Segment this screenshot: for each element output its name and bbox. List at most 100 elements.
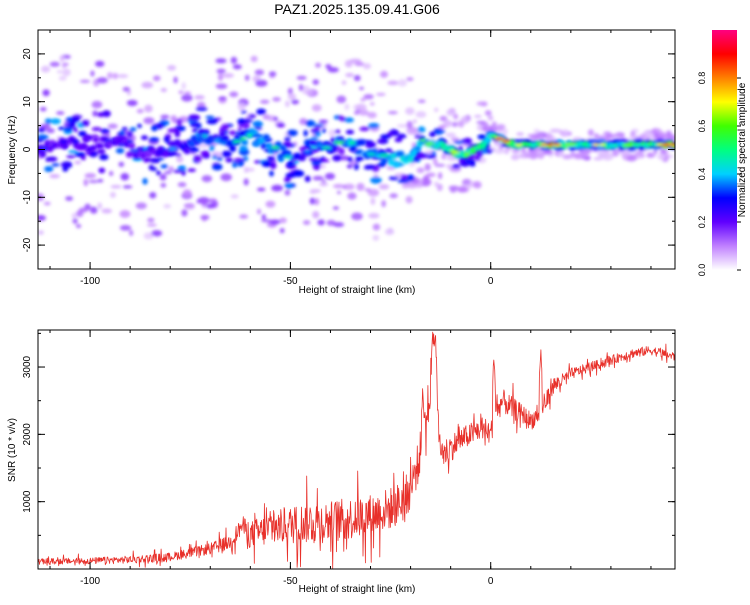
spectrogram-blob	[495, 126, 505, 132]
spectrogram-blob	[248, 114, 256, 119]
spectrogram-blob	[167, 64, 177, 71]
spectrogram-blob	[469, 160, 476, 167]
spectrogram-blob	[308, 157, 320, 162]
spectrogram-ridge-blob	[262, 134, 270, 141]
spectrogram-blob	[449, 187, 457, 193]
spectrogram-blob	[461, 178, 472, 186]
spectrogram-blob	[42, 89, 50, 97]
spectrogram-blob	[353, 75, 361, 82]
spectrogram-blob	[49, 174, 60, 179]
spectrogram-blob	[312, 79, 319, 85]
spectrogram-blob	[462, 137, 473, 145]
spectrogram-blob	[612, 133, 620, 138]
snr-y-tick-label: 1000	[22, 490, 33, 513]
spectrogram-blob	[372, 223, 381, 231]
spectrogram-blob	[487, 115, 494, 121]
spectrogram-peak-blob	[423, 142, 435, 146]
spectrogram-peak-blob	[239, 137, 247, 141]
spectrogram-blob	[347, 192, 357, 200]
spectrogram-blob	[62, 62, 69, 67]
spectrogram-peak-blob	[599, 143, 605, 147]
spectrogram-blob	[176, 118, 183, 126]
spectrogram-peak-blob	[464, 152, 471, 156]
spectrogram-blob	[562, 154, 572, 160]
spectrogram-blob	[91, 100, 103, 109]
spectrogram-blob	[370, 176, 382, 184]
spectrogram-blob	[408, 161, 416, 167]
spectrogram-blob	[90, 70, 95, 77]
spectrogram-blob	[358, 86, 365, 91]
spectrogram-ridge-blob	[279, 144, 287, 152]
spectrogram-blob	[432, 158, 438, 165]
spectrogram-ridge-blob	[229, 145, 237, 152]
spectrogram-blob	[389, 193, 398, 199]
spectrogram-ridge-blob	[221, 134, 229, 142]
spectrogram-blob	[309, 190, 317, 195]
spectrogram-blob	[164, 171, 172, 175]
spectrogram-blob	[453, 113, 459, 120]
spectrogram-blob	[376, 162, 387, 168]
spectrogram-blob	[97, 178, 104, 183]
spectrogram-blob	[302, 220, 311, 225]
spectrogram-blob	[44, 118, 52, 124]
spectrogram-blob	[653, 149, 658, 155]
spectrogram-blob	[39, 107, 47, 112]
spectrogram-blob	[272, 96, 281, 102]
spectrogram-y-tick-label: 0	[22, 146, 33, 152]
spectrogram-blob	[378, 184, 390, 190]
spectrogram-x-label: Height of straight line (km)	[299, 285, 416, 296]
spectrogram-blob	[537, 151, 545, 159]
spectrogram-blob	[181, 82, 186, 90]
spectrogram-blob	[327, 67, 339, 73]
spectrogram-blob	[49, 61, 60, 67]
spectrogram-blob	[187, 168, 197, 172]
spectrogram-blob	[620, 133, 625, 139]
spectrogram-blob	[336, 95, 347, 104]
spectrogram-blob	[254, 69, 265, 76]
spectrogram-blob	[230, 56, 238, 64]
spectrogram-blob	[119, 210, 131, 218]
spectrogram-blob	[160, 182, 167, 188]
spectrogram-blob	[256, 108, 267, 115]
spectrogram-blob	[229, 91, 239, 98]
spectrogram-blob	[160, 164, 169, 169]
spectrogram-blob	[477, 134, 487, 140]
colorbar-tick-label: 0.8	[697, 72, 707, 85]
colorbar-tick-label: 0.6	[697, 120, 707, 133]
spectrogram-blob	[84, 173, 97, 179]
spectrogram-blob	[122, 185, 133, 189]
spectrogram-peak-blob	[348, 141, 356, 145]
spectrogram-blob	[58, 126, 65, 131]
spectrogram-ridge-blob	[145, 151, 153, 159]
spectrogram-blob	[239, 160, 245, 167]
spectrogram-blob	[144, 104, 153, 113]
spectrogram-blob	[347, 156, 353, 163]
spectrogram-blob	[339, 155, 350, 161]
spectrogram-peak-blob	[622, 143, 633, 147]
spectrogram-blob	[153, 75, 161, 82]
spectrogram-y-label: Frequency (Hz)	[7, 116, 18, 185]
spectrogram-peak-blob	[59, 140, 69, 144]
spectrogram-blob	[122, 86, 130, 92]
spectrogram-ridge-blob	[284, 150, 292, 157]
spectrogram-blob	[181, 94, 193, 102]
spectrogram-blob	[148, 137, 160, 143]
spectrogram-blob	[63, 126, 74, 132]
spectrogram-blob	[201, 175, 213, 183]
spectrogram-blob	[261, 214, 266, 220]
spectrogram-blob	[379, 70, 389, 78]
spectrogram-blob	[298, 84, 304, 92]
spectrogram-blob	[209, 144, 215, 152]
spectrogram-peak-blob	[378, 153, 390, 157]
spectrogram-blob	[178, 90, 184, 95]
spectrogram-blob	[157, 122, 163, 130]
spectrogram-blob	[73, 126, 78, 133]
spectrogram-blob	[583, 152, 588, 158]
spectrogram-blob	[239, 214, 249, 219]
spectrogram-blob	[115, 147, 125, 154]
spectrogram-peak-blob	[214, 138, 221, 142]
spectrogram-y-tick-label: -20	[22, 237, 33, 252]
spectrogram-blob	[101, 132, 110, 136]
spectrogram-ridge-blob	[330, 144, 338, 152]
